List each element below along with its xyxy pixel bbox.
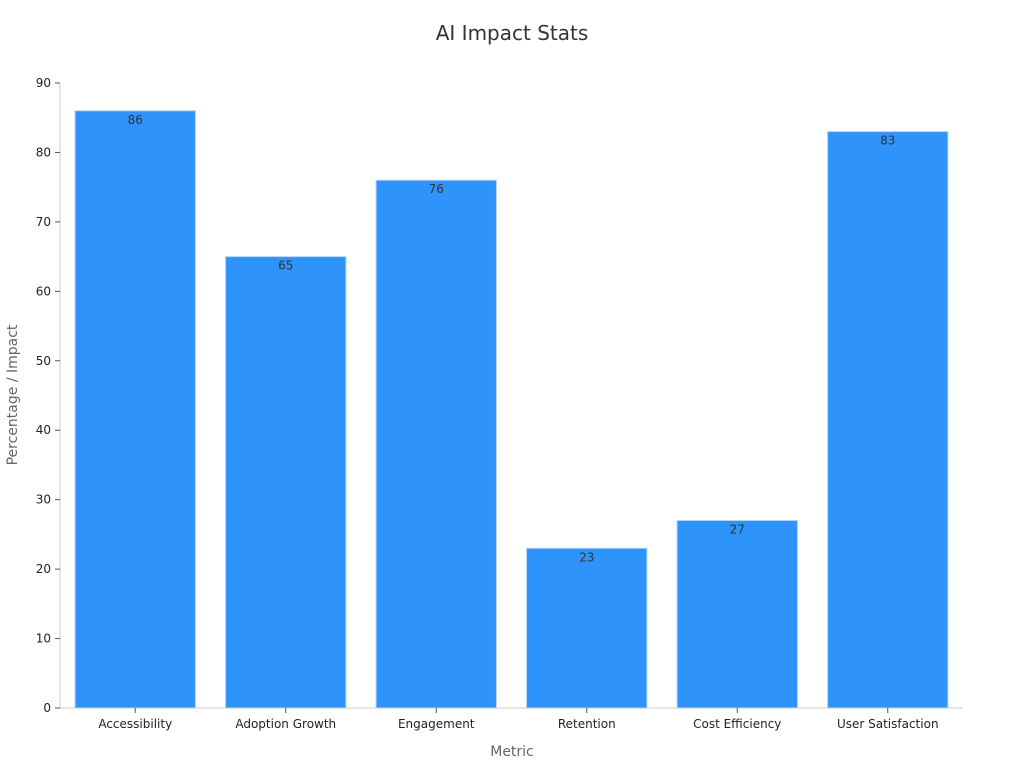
y-tick-label: 90 (36, 76, 51, 90)
bar-value-label: 27 (730, 523, 745, 537)
x-tick-label: Retention (558, 717, 616, 731)
x-tick-label: Cost Efficiency (693, 717, 781, 731)
bars-group: 86 65 76 23 27 83 (74, 110, 949, 709)
bar-value-label: 23 (579, 550, 594, 564)
bar-value-label: 65 (278, 259, 293, 273)
chart-title: AI Impact Stats (436, 21, 589, 45)
y-tick-label: 0 (43, 701, 51, 715)
y-tick-label: 20 (36, 562, 51, 576)
x-axis: Accessibility Adoption Growth Engagement Re… (60, 707, 963, 731)
y-axis-title: Percentage / Impact (5, 324, 21, 465)
y-tick-label: 60 (36, 284, 51, 298)
bar (225, 256, 347, 709)
bar (375, 179, 497, 709)
y-tick-label: 70 (36, 215, 51, 229)
bar (676, 520, 798, 709)
y-tick-label: 80 (36, 145, 51, 159)
x-tick-label: Engagement (398, 717, 475, 731)
y-tick-label: 50 (36, 354, 51, 368)
x-tick-label: Accessibility (98, 717, 172, 731)
y-tick-label: 40 (36, 423, 51, 437)
y-tick-label: 10 (36, 632, 51, 646)
y-tick-label: 30 (36, 493, 51, 507)
x-axis-title: Metric (490, 744, 534, 760)
bar (74, 110, 196, 709)
x-tick-label: User Satisfaction (837, 717, 939, 731)
bar (827, 131, 949, 709)
y-axis: 0 10 20 30 40 50 60 70 80 90 (36, 76, 61, 715)
bar (526, 547, 648, 709)
bar-value-label: 83 (880, 134, 895, 148)
bar-value-label: 86 (128, 113, 143, 127)
bar-value-label: 76 (429, 182, 444, 196)
x-tick-label: Adoption Growth (235, 717, 336, 731)
